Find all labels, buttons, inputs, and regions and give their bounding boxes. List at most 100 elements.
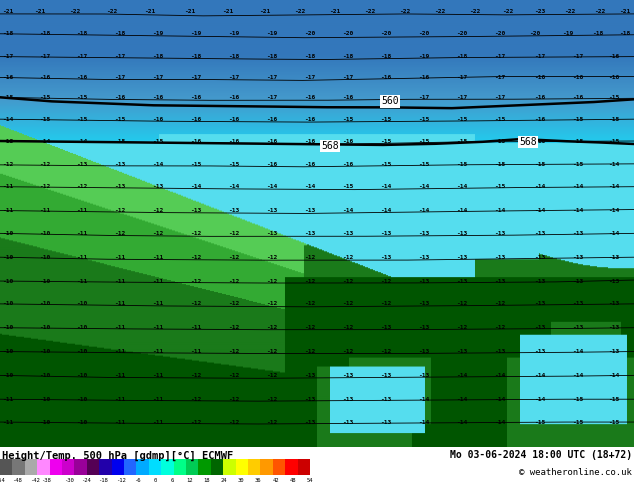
- Text: -13: -13: [380, 255, 392, 260]
- Text: -15: -15: [534, 162, 546, 168]
- Text: -22: -22: [365, 9, 375, 14]
- Text: -13: -13: [418, 301, 430, 306]
- Text: -12: -12: [495, 325, 506, 330]
- Text: -10: -10: [3, 373, 13, 378]
- Text: -13: -13: [418, 255, 430, 260]
- Text: -17: -17: [266, 75, 278, 80]
- Text: -15: -15: [152, 139, 164, 144]
- Text: -12: -12: [495, 301, 506, 306]
- Text: -15: -15: [495, 184, 506, 189]
- Text: -14: -14: [456, 397, 468, 402]
- Text: -10: -10: [76, 349, 87, 354]
- Text: 54: 54: [307, 478, 313, 483]
- Text: -12: -12: [304, 325, 316, 330]
- Text: -17: -17: [266, 95, 278, 100]
- Text: -16: -16: [190, 95, 202, 100]
- Text: -12: -12: [304, 349, 316, 354]
- Text: -15: -15: [114, 117, 126, 122]
- Text: -20: -20: [304, 31, 316, 36]
- Text: -16: -16: [534, 75, 546, 80]
- Text: -42: -42: [30, 478, 39, 483]
- Text: -15: -15: [573, 397, 584, 402]
- Text: -14: -14: [609, 162, 619, 168]
- Text: -11: -11: [76, 255, 87, 260]
- Text: -17: -17: [228, 75, 240, 80]
- Text: -16: -16: [190, 117, 202, 122]
- Text: -22: -22: [595, 9, 605, 14]
- Text: -21: -21: [145, 9, 155, 14]
- Text: -17: -17: [495, 95, 506, 100]
- Text: -22: -22: [107, 9, 118, 14]
- Text: -11: -11: [190, 325, 202, 330]
- Text: -17: -17: [3, 54, 13, 59]
- Text: -12: -12: [266, 349, 278, 354]
- Text: -19: -19: [562, 31, 574, 36]
- Text: -12: -12: [380, 278, 392, 284]
- Text: -14: -14: [418, 419, 430, 424]
- Bar: [174, 459, 186, 475]
- Text: -13: -13: [609, 301, 619, 306]
- Text: -22: -22: [294, 9, 306, 14]
- Text: -12: -12: [39, 162, 51, 168]
- Text: -12: -12: [342, 301, 354, 306]
- Text: -18: -18: [190, 54, 202, 59]
- Text: 18: 18: [204, 478, 210, 483]
- Text: -12: -12: [266, 373, 278, 378]
- Text: -16: -16: [3, 75, 13, 80]
- Text: -15: -15: [380, 117, 392, 122]
- Text: -13: -13: [534, 231, 546, 236]
- Text: -12: -12: [380, 349, 392, 354]
- Text: -10: -10: [76, 419, 87, 424]
- Text: 6: 6: [171, 478, 174, 483]
- Text: -15: -15: [228, 162, 240, 168]
- Text: -14: -14: [534, 397, 546, 402]
- Text: -11: -11: [114, 349, 126, 354]
- Bar: [74, 459, 87, 475]
- Text: -11: -11: [152, 419, 164, 424]
- Text: -15: -15: [573, 419, 584, 424]
- Text: -13: -13: [456, 231, 468, 236]
- Text: -6: -6: [134, 478, 141, 483]
- Text: -13: -13: [534, 325, 546, 330]
- Text: -14: -14: [418, 397, 430, 402]
- Text: -11: -11: [76, 231, 87, 236]
- Text: -17: -17: [114, 75, 126, 80]
- Text: -12: -12: [342, 255, 354, 260]
- Text: -14: -14: [418, 184, 430, 189]
- Text: -14: -14: [228, 184, 240, 189]
- Text: -14: -14: [534, 373, 546, 378]
- Text: -13: -13: [609, 325, 619, 330]
- Text: -15: -15: [418, 162, 430, 168]
- Bar: [13, 459, 25, 475]
- Text: -14: -14: [495, 419, 506, 424]
- Text: -13: -13: [304, 397, 316, 402]
- Text: -10: -10: [76, 397, 87, 402]
- Text: -16: -16: [342, 139, 354, 144]
- Text: -16: -16: [228, 117, 240, 122]
- Text: -13: -13: [609, 255, 619, 260]
- Text: -11: -11: [114, 255, 126, 260]
- Bar: [161, 459, 174, 475]
- Bar: [273, 459, 285, 475]
- Text: -13: -13: [380, 373, 392, 378]
- Text: -13: -13: [76, 162, 87, 168]
- Text: -20: -20: [495, 31, 506, 36]
- Text: -38: -38: [41, 478, 51, 483]
- Text: -15: -15: [190, 162, 202, 168]
- Text: -11: -11: [152, 278, 164, 284]
- Text: -12: -12: [114, 231, 126, 236]
- Text: -12: -12: [456, 301, 468, 306]
- Text: -14: -14: [76, 139, 87, 144]
- Text: -13: -13: [114, 184, 126, 189]
- Text: -16: -16: [609, 54, 619, 59]
- Text: -16: -16: [114, 95, 126, 100]
- Text: -13: -13: [534, 278, 546, 284]
- Text: -11: -11: [152, 301, 164, 306]
- Text: -13: -13: [495, 255, 506, 260]
- Text: -14: -14: [456, 419, 468, 424]
- Text: -21: -21: [3, 9, 13, 14]
- Text: -15: -15: [609, 139, 619, 144]
- Text: -15: -15: [418, 117, 430, 122]
- Text: -16: -16: [573, 75, 584, 80]
- Text: -13: -13: [342, 419, 354, 424]
